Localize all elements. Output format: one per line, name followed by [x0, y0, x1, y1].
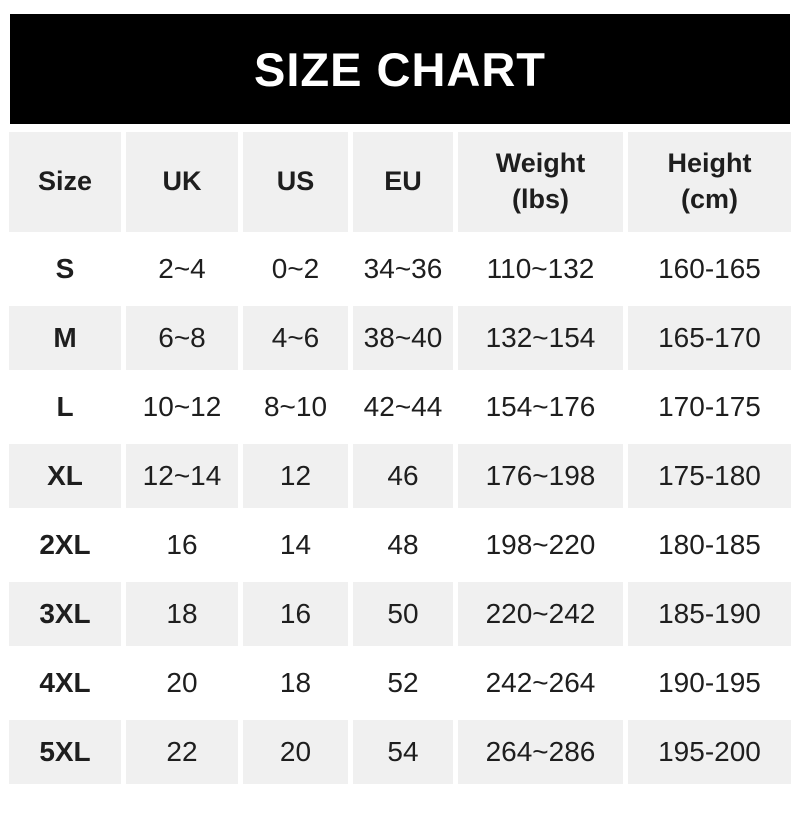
cell-us: 14: [243, 513, 348, 577]
cell-weight: 220~242: [458, 582, 623, 646]
table-row-2xl: 2XL 16 14 48 198~220 180-185: [9, 513, 791, 577]
cell-eu: 50: [353, 582, 453, 646]
cell-weight: 242~264: [458, 651, 623, 715]
cell-size: 2XL: [9, 513, 121, 577]
cell-eu: 34~36: [353, 237, 453, 301]
cell-height: 165-170: [628, 306, 791, 370]
size-chart-title: SIZE CHART: [254, 42, 546, 96]
cell-us: 16: [243, 582, 348, 646]
cell-uk: 10~12: [126, 375, 238, 439]
cell-eu: 38~40: [353, 306, 453, 370]
cell-uk: 12~14: [126, 444, 238, 508]
cell-uk: 20: [126, 651, 238, 715]
cell-height: 160-165: [628, 237, 791, 301]
column-header-weight: Weight (lbs): [458, 132, 623, 232]
cell-eu: 48: [353, 513, 453, 577]
column-header-eu: EU: [353, 132, 453, 232]
cell-weight: 132~154: [458, 306, 623, 370]
cell-uk: 6~8: [126, 306, 238, 370]
table-row-xl: XL 12~14 12 46 176~198 175-180: [9, 444, 791, 508]
cell-us: 12: [243, 444, 348, 508]
table-row-5xl: 5XL 22 20 54 264~286 195-200: [9, 720, 791, 784]
cell-height: 185-190: [628, 582, 791, 646]
cell-height: 180-185: [628, 513, 791, 577]
table-row-3xl: 3XL 18 16 50 220~242 185-190: [9, 582, 791, 646]
cell-us: 4~6: [243, 306, 348, 370]
table-row-s: S 2~4 0~2 34~36 110~132 160-165: [9, 237, 791, 301]
size-chart-banner: SIZE CHART: [10, 14, 790, 124]
cell-weight: 264~286: [458, 720, 623, 784]
header-row: Size UK US EU Weight (lbs) Height (cm): [9, 132, 791, 232]
cell-size: 3XL: [9, 582, 121, 646]
cell-size: 4XL: [9, 651, 121, 715]
cell-height: 175-180: [628, 444, 791, 508]
cell-weight: 176~198: [458, 444, 623, 508]
cell-size: 5XL: [9, 720, 121, 784]
column-header-us: US: [243, 132, 348, 232]
table-row-l: L 10~12 8~10 42~44 154~176 170-175: [9, 375, 791, 439]
cell-size: L: [9, 375, 121, 439]
cell-us: 8~10: [243, 375, 348, 439]
cell-uk: 18: [126, 582, 238, 646]
size-chart-table: Size UK US EU Weight (lbs) Height (cm) S…: [4, 127, 796, 789]
cell-size: M: [9, 306, 121, 370]
cell-weight: 154~176: [458, 375, 623, 439]
cell-weight: 198~220: [458, 513, 623, 577]
cell-uk: 22: [126, 720, 238, 784]
cell-us: 20: [243, 720, 348, 784]
cell-size: XL: [9, 444, 121, 508]
cell-eu: 42~44: [353, 375, 453, 439]
cell-weight: 110~132: [458, 237, 623, 301]
column-header-size: Size: [9, 132, 121, 232]
cell-size: S: [9, 237, 121, 301]
cell-uk: 16: [126, 513, 238, 577]
column-header-height: Height (cm): [628, 132, 791, 232]
cell-uk: 2~4: [126, 237, 238, 301]
cell-height: 190-195: [628, 651, 791, 715]
cell-eu: 52: [353, 651, 453, 715]
cell-height: 170-175: [628, 375, 791, 439]
cell-height: 195-200: [628, 720, 791, 784]
cell-us: 18: [243, 651, 348, 715]
cell-eu: 46: [353, 444, 453, 508]
column-header-uk: UK: [126, 132, 238, 232]
cell-us: 0~2: [243, 237, 348, 301]
cell-eu: 54: [353, 720, 453, 784]
table-row-m: M 6~8 4~6 38~40 132~154 165-170: [9, 306, 791, 370]
table-row-4xl: 4XL 20 18 52 242~264 190-195: [9, 651, 791, 715]
